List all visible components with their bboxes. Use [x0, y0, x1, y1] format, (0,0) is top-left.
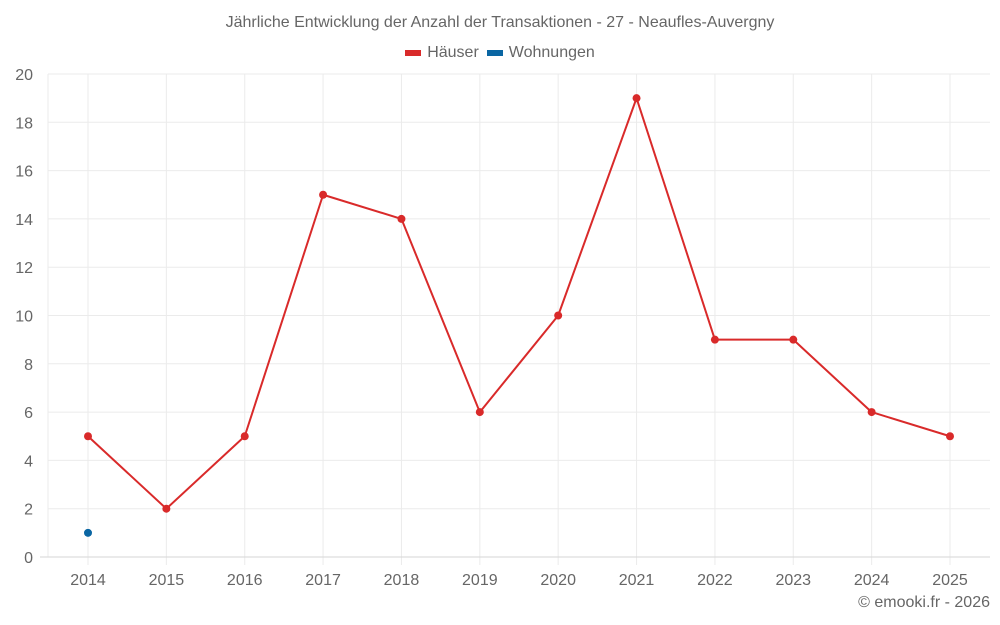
x-tick-label: 2019 — [462, 572, 498, 589]
legend-swatch-wohnungen — [486, 50, 503, 56]
legend: Häuser Wohnungen — [0, 44, 1000, 62]
y-tick-label: 14 — [15, 212, 33, 229]
x-tick-label: 2015 — [149, 572, 185, 589]
series-line-0 — [87, 97, 951, 510]
x-tick-label: 2014 — [70, 572, 106, 589]
x-tick-label: 2020 — [540, 572, 576, 589]
data-point — [946, 432, 954, 441]
series-layer — [84, 94, 954, 537]
data-point — [632, 94, 641, 103]
x-tick-label: 2018 — [384, 572, 420, 589]
x-axis: 2014 2015 2016 2017 2018 2019 2020 2021 2022 2023… — [40, 556, 990, 589]
data-point — [397, 214, 406, 223]
legend-label-haeuser: Häuser — [427, 44, 479, 61]
grid — [47, 73, 990, 565]
y-axis: 0 2 4 6 8 10 12 14 16 18 20 — [15, 67, 33, 567]
y-tick-label: 12 — [15, 260, 33, 277]
data-point — [475, 408, 484, 417]
x-tick-label: 2017 — [305, 572, 341, 589]
y-tick-label: 4 — [24, 453, 33, 470]
x-tick-label: 2022 — [697, 572, 733, 589]
x-tick-label: 2021 — [619, 572, 655, 589]
data-point — [554, 311, 563, 320]
legend-item-wohnungen[interactable]: Wohnungen — [486, 44, 595, 62]
y-tick-label: 10 — [15, 309, 33, 326]
data-point — [84, 528, 92, 537]
legend-label-wohnungen: Wohnungen — [508, 44, 595, 61]
x-tick-label: 2023 — [775, 572, 811, 589]
legend-item-haeuser[interactable]: Häuser — [405, 44, 479, 62]
data-point — [867, 408, 876, 417]
data-point — [710, 335, 719, 344]
data-point — [162, 504, 171, 513]
data-point — [319, 190, 328, 199]
data-point — [789, 335, 798, 344]
legend-swatch-haeuser — [405, 50, 422, 56]
data-point — [240, 432, 249, 441]
y-tick-label: 18 — [15, 115, 33, 132]
data-point — [84, 432, 92, 441]
copyright-footer: © emooki.fr - 2026 — [858, 594, 990, 611]
y-tick-label: 2 — [24, 502, 33, 519]
chart-title: Jährliche Entwicklung der Anzahl der Tra… — [225, 14, 775, 31]
x-tick-label: 2025 — [932, 572, 968, 589]
x-tick-label: 2016 — [227, 572, 263, 589]
y-tick-label: 8 — [24, 357, 33, 374]
y-tick-label: 20 — [15, 67, 33, 84]
x-tick-label: 2024 — [854, 572, 890, 589]
y-tick-label: 16 — [15, 164, 33, 181]
y-tick-label: 0 — [24, 550, 33, 567]
y-tick-label: 6 — [24, 405, 33, 422]
